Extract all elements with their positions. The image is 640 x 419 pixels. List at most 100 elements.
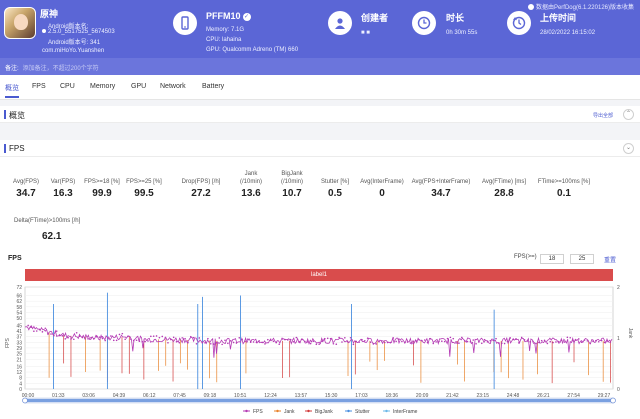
collapse-fps-button[interactable]: ⌄	[623, 143, 634, 154]
stat-label: Var(FPS)	[50, 179, 76, 185]
y-tick-label: 62	[16, 299, 22, 305]
fps-point	[150, 335, 152, 338]
x-tick-label: 26:21	[537, 393, 550, 399]
stat-label: Jank (/10min)	[239, 171, 262, 185]
fps-point	[409, 342, 412, 344]
tab-cpu[interactable]: CPU	[60, 83, 75, 90]
fps-point	[338, 336, 340, 339]
report-header: 数据由PerfDog(6.1.220126)版本收集 原神 Android版本名…	[0, 0, 640, 58]
fps-point	[378, 340, 380, 343]
fps-point	[172, 336, 175, 339]
legend-label: Jank	[284, 409, 295, 415]
fps-point	[141, 340, 144, 343]
legend-label: FPS	[253, 409, 263, 415]
fps-point	[90, 337, 92, 339]
fps-point	[209, 342, 212, 345]
fps-point	[580, 341, 583, 344]
legend-marker	[245, 409, 248, 413]
fps-point	[466, 340, 469, 343]
fps-point	[232, 341, 235, 344]
reset-link[interactable]: 重置	[604, 258, 617, 264]
fps-point	[546, 342, 549, 345]
fps-point	[398, 338, 400, 341]
tab-battery[interactable]: Battery	[202, 83, 225, 90]
fps-point	[358, 341, 360, 343]
fps-point	[600, 339, 603, 342]
stat-value: 0	[379, 188, 385, 199]
fps-point	[609, 341, 611, 344]
fps-point	[355, 340, 358, 343]
y-tick-label: 16	[16, 364, 22, 370]
tab-gpu[interactable]: GPU	[131, 83, 147, 90]
collapse-overview-button[interactable]: ⌃	[623, 109, 634, 120]
stat-item: Var(FPS) 16.3	[18, 178, 108, 199]
fps-section-title: FPS	[9, 144, 25, 153]
fps-point	[284, 338, 286, 341]
fps-point	[87, 338, 89, 340]
tab-overview[interactable]: 概览	[5, 85, 19, 98]
y-tick-label: 50	[16, 316, 22, 322]
fps-point	[286, 339, 289, 341]
upload-time-value: 28/02/2022 16:15:02	[540, 30, 596, 36]
label-band: label1	[25, 269, 613, 281]
fps-point	[53, 334, 55, 337]
fps-point	[369, 341, 372, 343]
fps-point	[441, 340, 443, 342]
device-memory: Memory: 7.1G	[206, 27, 245, 33]
fps-point	[132, 339, 135, 342]
x-tick-label: 24:48	[507, 393, 520, 399]
app-name: 原神	[40, 9, 59, 19]
fps-point	[483, 338, 486, 341]
y-axis-label: FPS	[5, 337, 11, 347]
y2-tick-label: 0	[617, 387, 620, 393]
fps-point	[529, 340, 532, 343]
x-tick-label: 15:30	[325, 393, 338, 399]
stat-value: 13.6	[241, 188, 261, 199]
fps-point	[543, 339, 546, 342]
fps-point	[492, 339, 494, 342]
fps-threshold-input-2[interactable]: 25	[570, 254, 594, 264]
fps-point	[386, 341, 389, 344]
overview-section-header: 概览 导出全部 ⌃	[0, 106, 640, 123]
fps-point	[207, 337, 209, 340]
stat-label: FTime>=100ms [%]	[537, 179, 591, 185]
chart-title: FPS	[8, 255, 22, 262]
y-tick-label: 29	[16, 346, 22, 352]
tab-memory[interactable]: Memory	[90, 83, 116, 90]
fps-point	[218, 337, 221, 339]
fps-point	[161, 335, 164, 338]
stat-item: FTime>=100ms [%] 0.1	[519, 178, 609, 199]
fps-point	[566, 336, 569, 339]
fps-point	[50, 333, 52, 335]
fps-chart[interactable]: 048121621252933374145505458626672012FPSJ…	[0, 281, 640, 419]
export-all-link[interactable]: 导出全部	[592, 113, 613, 119]
stat-label: Avg(FPS+InterFrame)	[411, 179, 471, 185]
fps-point	[423, 339, 426, 341]
y2-tick-label: 2	[617, 285, 620, 291]
y-tick-label: 8	[19, 376, 22, 382]
fps-threshold-input-1[interactable]: 18	[540, 254, 564, 264]
fps-point	[375, 343, 378, 345]
stat-label: FPS>=18 [%]	[84, 179, 120, 185]
note-input[interactable]: 添加备注，不超过200个字符	[22, 66, 99, 72]
fps-point	[30, 326, 32, 329]
fps-point	[589, 342, 591, 345]
device-cpu: CPU: lahaina	[206, 37, 242, 43]
fps-point	[352, 343, 355, 346]
legend-marker	[276, 409, 279, 413]
tab-fps[interactable]: FPS	[32, 83, 46, 90]
fps-point	[298, 340, 300, 343]
android-version-code: Android版本号: 341	[48, 40, 101, 46]
fps-point	[115, 339, 118, 342]
fps-point	[575, 339, 577, 342]
y-tick-label: 21	[16, 357, 22, 363]
device-verified-icon: ✓	[242, 13, 251, 21]
stat-item: Jank (/10min) 13.6	[206, 170, 296, 199]
fps-point	[429, 337, 432, 340]
fps-point	[426, 341, 429, 344]
fps-point	[281, 337, 283, 340]
stat-value: 99.9	[92, 188, 112, 199]
tab-network[interactable]: Network	[160, 83, 186, 90]
fps-point	[178, 341, 181, 344]
fps-point	[244, 340, 246, 343]
